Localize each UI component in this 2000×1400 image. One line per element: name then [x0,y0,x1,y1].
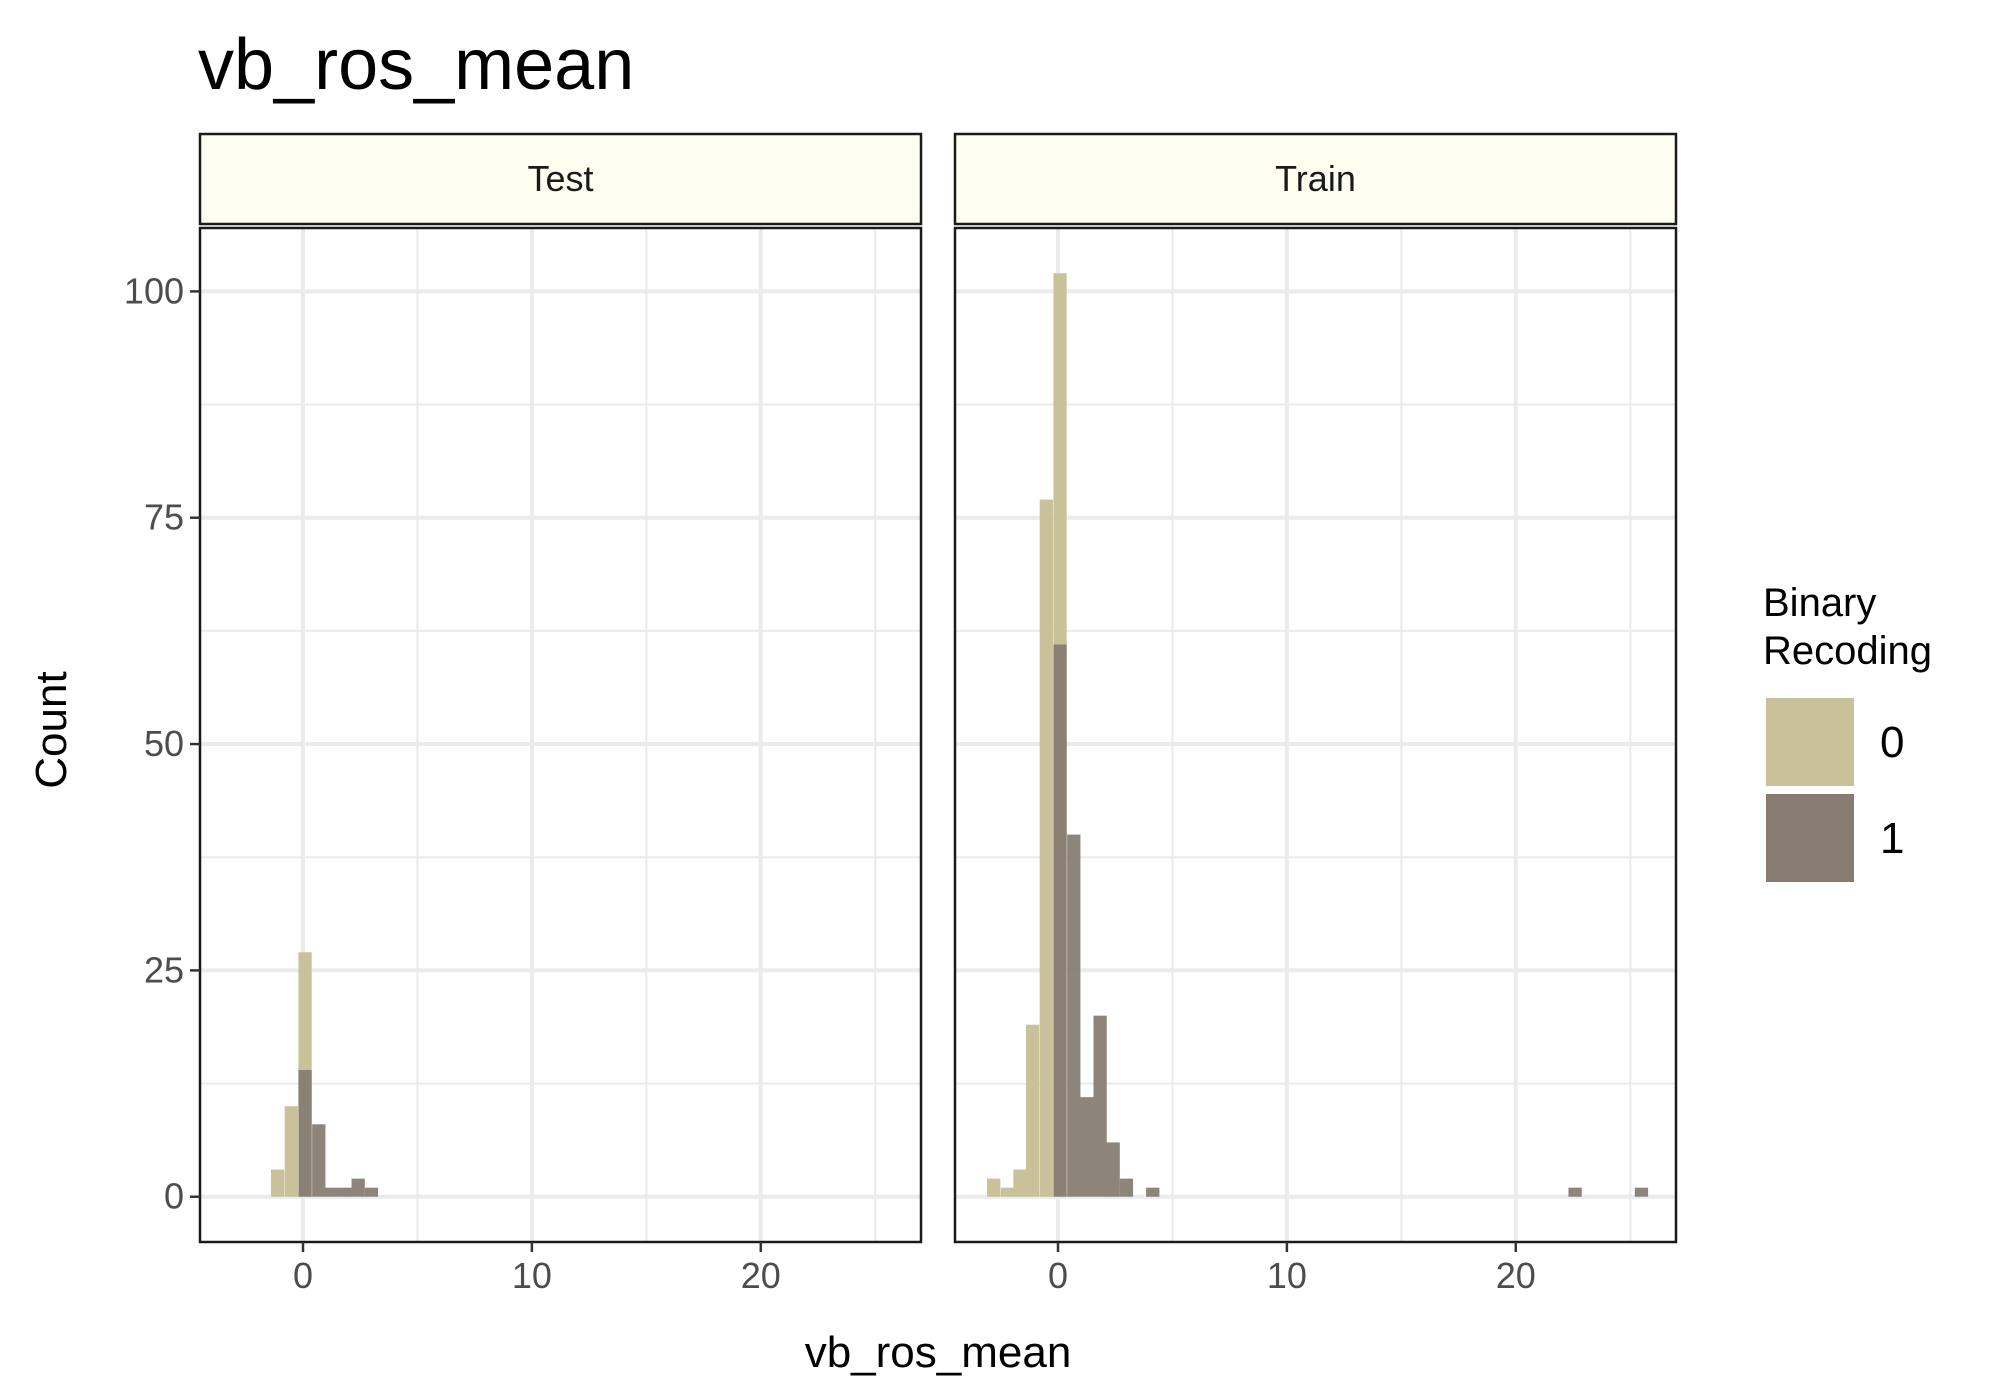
legend-swatch-0 [1766,698,1854,786]
histogram-bar-series-0 [1025,1024,1040,1197]
histogram-bar-series-0 [1039,499,1053,1197]
histogram-bar-series-1 [312,1124,326,1197]
histogram-bar-series-1 [1106,1142,1120,1197]
y-tick-label: 0 [164,1176,184,1217]
histogram-bars [270,952,379,1197]
facet-strip [953,132,1678,226]
legend-title: Binary [1763,581,1876,625]
histogram-bar-series-0 [270,1169,285,1197]
x-tick-label: 10 [1267,1255,1307,1296]
x-tick-label: 20 [1496,1255,1536,1296]
histogram-bar-series-0 [284,1106,298,1197]
legend-label: 0 [1880,718,1904,767]
panel-background [200,228,921,1242]
legend-label: 1 [1880,814,1904,863]
histogram-bar-series-1 [1146,1187,1160,1197]
x-tick-label: 0 [1048,1255,1068,1296]
x-tick-label: 0 [293,1255,313,1296]
facet-strip [198,132,923,226]
x-tick-label: 10 [512,1255,552,1296]
histogram-bar-series-1 [1067,834,1081,1197]
gridlines [955,228,1676,1242]
facet-strip-label: Test [527,158,593,199]
histogram-bar-series-0 [1000,1187,1015,1197]
histogram-bar-series-1 [1119,1178,1134,1197]
chart-title: vb_ros_mean [198,25,634,105]
facet-strip-label: Train [1275,158,1356,199]
histogram-bar-series-1 [1093,1015,1107,1197]
histogram-bar-series-1 [1053,644,1067,1197]
facet-panels: Test 0 10 20 0 25 50 75 100 Train 0 10 20 [124,132,1678,1296]
histogram-bar-series-1 [338,1187,352,1197]
histogram-bar-series-1 [364,1187,379,1197]
facet-panel-train: Train 0 10 20 [953,132,1678,1296]
panel-border [198,226,923,1244]
y-tick-label: 75 [144,497,184,538]
histogram-bar-series-1 [1080,1097,1094,1197]
legend-title: Recoding [1763,629,1932,673]
y-tick-label: 50 [144,723,184,764]
histogram-bar-series-0 [1013,1169,1027,1197]
facet-panel-test: Test 0 10 20 0 25 50 75 100 [124,132,923,1296]
histogram-bar-series-1 [298,1069,312,1197]
histogram-bar-series-1 [1568,1187,1582,1197]
legend-swatch-1 [1766,794,1854,882]
y-tick-label: 100 [124,270,184,311]
y-axis-title: Count [27,671,76,788]
panel-border [953,226,1678,1244]
x-tick-label: 20 [741,1255,781,1296]
histogram-bar-series-0 [987,1178,1001,1197]
histogram-bars [987,273,1649,1197]
histogram-bar-series-1 [1634,1187,1649,1197]
x-axis-title: vb_ros_mean [805,1328,1072,1377]
y-tick-label: 25 [144,949,184,990]
histogram-bar-series-1 [351,1178,365,1197]
histogram-bar-series-1 [325,1187,339,1197]
